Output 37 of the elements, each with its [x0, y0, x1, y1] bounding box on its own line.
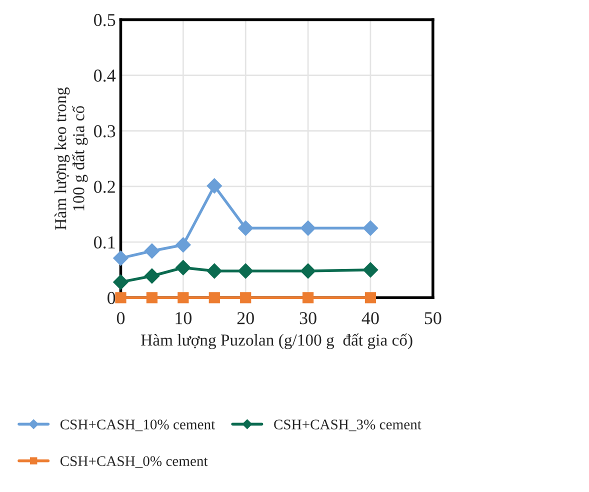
x-tick-label: 50 [424, 312, 442, 324]
point [178, 292, 189, 304]
point [300, 220, 316, 236]
point [146, 292, 158, 304]
point [176, 237, 191, 252]
point [113, 250, 128, 266]
point [238, 263, 254, 279]
point [176, 260, 191, 276]
x-tick-label: 10 [176, 312, 192, 324]
point [362, 220, 378, 236]
y-tick-label: 0.4 [94, 70, 116, 82]
x-axis-title: Hàm lượng Puzolan (g/100 g đất gia cố) [141, 333, 412, 350]
y-tick-label: 0.1 [94, 236, 115, 249]
x-tick-label: 20 [237, 312, 254, 324]
x-tick-label: 40 [362, 312, 379, 324]
point [300, 263, 316, 279]
point [240, 292, 252, 304]
point [144, 268, 160, 284]
point [238, 220, 254, 236]
x-tick-label: 0 [116, 312, 125, 324]
point [364, 292, 376, 304]
point [206, 178, 222, 194]
point [115, 292, 126, 304]
point [206, 263, 222, 279]
y-tick-label: 0.2 [94, 180, 115, 193]
x-tick-label: 30 [300, 312, 316, 324]
y-tick-label: 0.3 [94, 125, 116, 138]
legend-label: CSH+CASH_3% cement [274, 420, 422, 432]
legend-label: CSH+CASH_10% cement [60, 420, 216, 432]
y-tick-label: 0.5 [94, 14, 116, 26]
point [302, 292, 314, 304]
legend-label: CSH+CASH_0% cement [60, 456, 208, 468]
point [144, 243, 160, 259]
point [113, 274, 128, 290]
point [208, 292, 220, 304]
point [362, 262, 378, 278]
y-axis-title: Hàm lượng keo trong 100 g đất gia cố [54, 87, 88, 230]
